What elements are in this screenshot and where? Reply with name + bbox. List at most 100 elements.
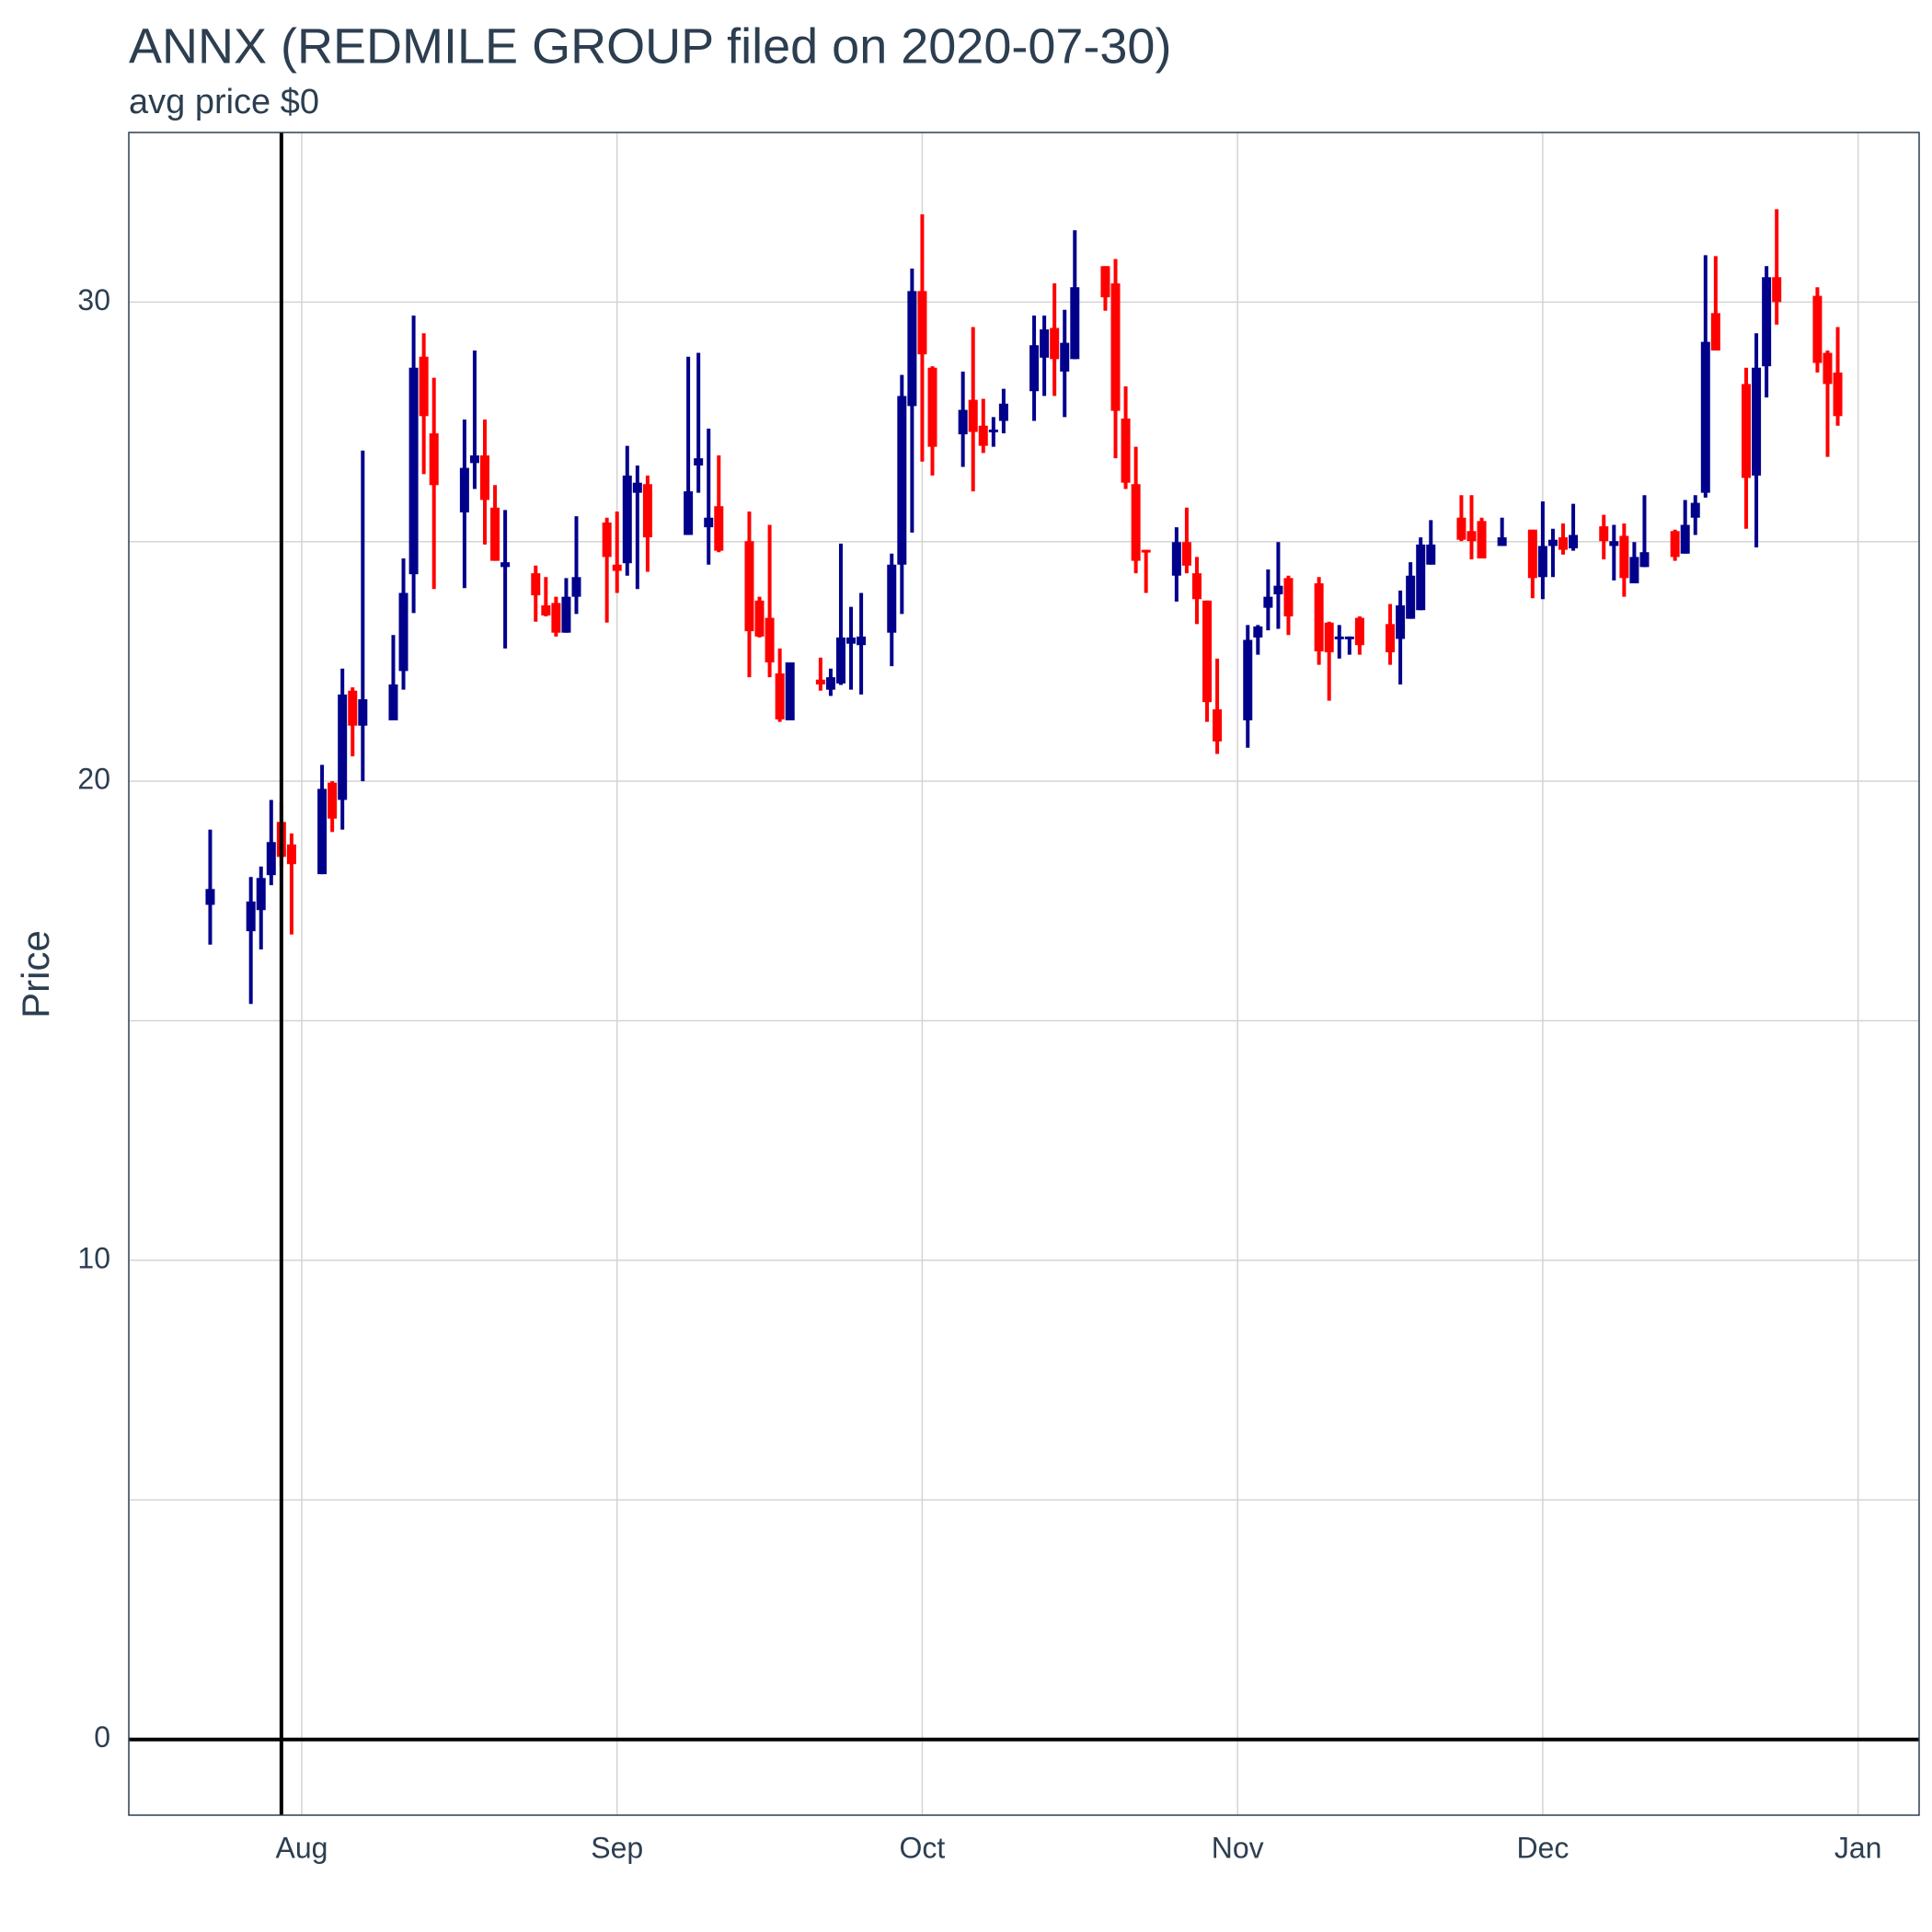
- candle-body: [551, 603, 561, 633]
- candle-body: [1040, 329, 1050, 358]
- y-tick-label: 30: [77, 283, 110, 316]
- candle-body: [1762, 277, 1772, 367]
- candle-body: [978, 425, 988, 446]
- candle-body: [785, 661, 795, 721]
- candle-body: [1833, 372, 1843, 417]
- candle-body: [1609, 541, 1619, 546]
- candle-body: [1823, 352, 1833, 385]
- candle-body: [1527, 529, 1537, 579]
- candle-body: [1772, 277, 1782, 303]
- candle-body: [754, 600, 765, 637]
- candle-body: [1599, 526, 1609, 542]
- candle-body: [348, 690, 358, 726]
- candle-body: [1131, 484, 1141, 561]
- candle-body: [1619, 535, 1629, 579]
- candle-body: [602, 522, 612, 558]
- candle-body: [1070, 287, 1080, 360]
- candle-body: [612, 564, 622, 571]
- candle-body: [571, 577, 581, 597]
- x-tick-label: Sep: [591, 1831, 643, 1864]
- candle-body: [765, 617, 775, 662]
- candle-body: [1569, 535, 1579, 549]
- candle-body: [1334, 636, 1344, 639]
- y-tick-label: 0: [94, 1720, 110, 1754]
- candle-body: [1110, 283, 1121, 411]
- x-tick-label: Oct: [900, 1831, 946, 1864]
- candle-body: [358, 699, 368, 726]
- y-tick-label: 20: [77, 763, 110, 796]
- candle-body: [1354, 617, 1364, 646]
- candle-body: [1477, 521, 1487, 558]
- candle-body: [775, 673, 785, 719]
- candle-body: [1314, 583, 1324, 652]
- candle-body: [825, 677, 835, 690]
- candle-body: [1029, 345, 1040, 392]
- candle-body: [744, 541, 754, 632]
- plot-border: [128, 132, 1920, 1816]
- candle-body: [1690, 502, 1700, 518]
- x-tick-label: Dec: [1516, 1831, 1569, 1864]
- candle-body: [1213, 709, 1223, 742]
- candle-body: [459, 467, 469, 512]
- candle-body: [286, 844, 296, 865]
- candle-body: [388, 684, 398, 721]
- candle-body: [917, 291, 927, 355]
- candle-body: [958, 409, 968, 435]
- candle-body: [328, 782, 338, 819]
- candle-body: [338, 694, 348, 800]
- candle-body: [1466, 531, 1477, 542]
- candle-body: [1283, 578, 1294, 616]
- candle-body: [205, 889, 215, 905]
- candle-body: [1060, 342, 1070, 372]
- candle-body: [1386, 624, 1396, 653]
- candle-body: [642, 484, 652, 538]
- candle-body: [479, 455, 489, 500]
- candle-body: [704, 517, 714, 528]
- candle-body: [1558, 537, 1569, 550]
- candle-body: [1253, 626, 1263, 638]
- candle-body: [897, 396, 907, 565]
- candle-body: [1670, 531, 1680, 558]
- candle-body: [1100, 266, 1110, 298]
- candle-body: [1191, 573, 1202, 600]
- candle-body: [998, 403, 1008, 421]
- candle-body: [1537, 546, 1547, 578]
- candle-body: [408, 367, 419, 575]
- candle-body: [1639, 552, 1650, 568]
- candle-body: [561, 596, 571, 633]
- chart-subtitle: avg price $0: [129, 83, 319, 121]
- candle-body: [541, 605, 551, 615]
- candle-body: [1406, 575, 1416, 619]
- candle-body: [1121, 418, 1131, 483]
- candle-body: [887, 564, 897, 633]
- candle-body: [1263, 596, 1273, 608]
- candle-body: [490, 507, 500, 561]
- candle-body: [857, 636, 867, 646]
- candle-body: [714, 506, 724, 551]
- candle-body: [429, 433, 439, 486]
- chart-title: ANNX (REDMILE GROUP filed on 2020-07-30): [129, 18, 1171, 74]
- candle-body: [1547, 539, 1558, 546]
- candle-body: [266, 842, 276, 876]
- candle-body: [815, 679, 825, 684]
- candle-body: [398, 592, 408, 672]
- candle-body: [1202, 600, 1213, 703]
- candle-body: [1396, 605, 1406, 639]
- candle-body: [1497, 537, 1507, 546]
- candle-body: [531, 573, 541, 596]
- candle-body: [1344, 636, 1354, 639]
- candle-body: [1273, 585, 1283, 595]
- candle-body: [632, 482, 642, 493]
- candle-body: [256, 878, 266, 911]
- x-tick-label: Aug: [275, 1831, 328, 1864]
- candle-body: [1629, 557, 1639, 584]
- candle-body: [1710, 313, 1720, 351]
- candle-body: [1416, 544, 1426, 611]
- candle-body: [1426, 544, 1436, 565]
- x-tick-label: Jan: [1834, 1831, 1882, 1864]
- candle-body: [1700, 341, 1710, 493]
- candle-body: [1812, 295, 1823, 363]
- candle-body: [1141, 549, 1151, 553]
- candle-body: [469, 455, 479, 464]
